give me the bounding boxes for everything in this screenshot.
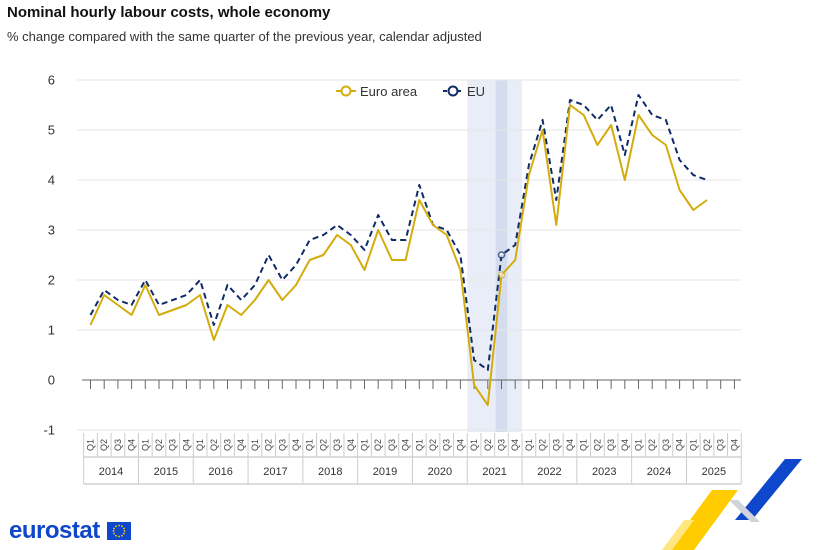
year-tick-label: 2022 [537, 466, 561, 478]
quarter-tick-label: Q2 [428, 439, 438, 451]
quarter-tick-label: Q3 [277, 439, 287, 451]
eurostat-logo: eurostat [9, 517, 100, 545]
year-tick-label: 2024 [647, 466, 671, 478]
quarter-tick-label: Q4 [510, 439, 520, 451]
legend-marker [447, 85, 459, 97]
legend-item-eu[interactable]: EU [443, 84, 485, 99]
quarter-tick-label: Q1 [414, 439, 424, 451]
quarter-tick-label: Q1 [360, 439, 370, 451]
quarter-tick-label: Q4 [346, 439, 356, 451]
eu-flag-icon [107, 522, 131, 540]
y-tick-label: 3 [48, 223, 55, 238]
gridlines [77, 79, 741, 431]
highlight-band [467, 80, 523, 432]
quarter-tick-label: Q3 [168, 439, 178, 451]
quarter-tick-label: Q4 [729, 439, 739, 451]
quarter-tick-label: Q2 [592, 439, 602, 451]
year-tick-label: 2019 [373, 466, 397, 478]
quarter-tick-label: Q3 [497, 439, 507, 451]
year-tick-label: 2014 [99, 466, 123, 478]
highlight-point-euro-area[interactable] [497, 271, 506, 279]
quarter-tick-label: Q1 [634, 439, 644, 451]
y-tick-label: 6 [48, 73, 55, 88]
quarter-tick-label: Q1 [579, 439, 589, 451]
quarter-tick-label: Q4 [291, 439, 301, 451]
quarter-tick-label: Q3 [332, 439, 342, 451]
quarter-tick-label: Q2 [538, 439, 548, 451]
brand-blue-stripe [735, 459, 802, 520]
highlight-point-eu[interactable] [497, 251, 506, 259]
quarter-tick-label: Q2 [154, 439, 164, 451]
legend-item-euro-area[interactable]: Euro area [336, 84, 418, 99]
year-tick-label: 2016 [208, 466, 232, 478]
brand-yellow-fade [662, 520, 694, 550]
y-tick-label: 1 [48, 323, 55, 338]
quarter-tick-label: Q4 [675, 439, 685, 451]
quarter-tick-label: Q3 [387, 439, 397, 451]
legend-marker [340, 85, 352, 97]
quarter-tick-label: Q2 [647, 439, 657, 451]
series-line-euro-area[interactable] [89, 104, 708, 406]
y-tick-label: 4 [48, 173, 55, 188]
year-tick-label: 2017 [263, 466, 287, 478]
quarter-tick-label: Q1 [86, 439, 96, 451]
quarter-tick-label: Q4 [620, 439, 630, 451]
year-tick-label: 2018 [318, 466, 342, 478]
quarter-tick-label: Q4 [181, 439, 191, 451]
y-tick-label: 0 [48, 373, 55, 388]
quarter-tick-label: Q1 [524, 439, 534, 451]
year-tick-label: 2020 [428, 466, 452, 478]
legend-label: EU [467, 84, 485, 99]
legend[interactable]: Euro area EU [336, 84, 485, 99]
year-tick-label: 2025 [702, 466, 726, 478]
chart-title: Nominal hourly labour costs, whole econo… [7, 4, 331, 21]
quarter-tick-label: Q2 [702, 439, 712, 451]
quarter-tick-label: Q3 [606, 439, 616, 451]
quarter-tick-label: Q2 [99, 439, 109, 451]
quarter-tick-label: Q2 [483, 439, 493, 451]
quarter-tick-label: Q4 [127, 439, 137, 451]
eurostat-logo-text: eurostat [9, 517, 100, 544]
year-tick-label: 2023 [592, 466, 616, 478]
chart-subtitle: % change compared with the same quarter … [7, 29, 482, 44]
year-tick-label: 2021 [482, 466, 506, 478]
quarter-tick-label: Q2 [209, 439, 219, 451]
quarter-tick-label: Q1 [195, 439, 205, 451]
highlight-year-band [467, 80, 523, 432]
brand-grey-stripe [729, 500, 760, 522]
year-tick-label: 2015 [154, 466, 178, 478]
quarter-tick-label: Q3 [551, 439, 561, 451]
legend-label: Euro area [360, 84, 418, 99]
quarter-tick-label: Q1 [305, 439, 315, 451]
quarter-tick-label: Q4 [236, 439, 246, 451]
quarter-tick-label: Q2 [264, 439, 274, 451]
quarter-tick-label: Q1 [140, 439, 150, 451]
y-axis: 6 5 4 3 2 1 0 -1 [43, 73, 55, 438]
brand-yellow-stripe [668, 490, 738, 550]
quarter-tick-label: Q2 [318, 439, 328, 451]
quarter-tick-label: Q3 [661, 439, 671, 451]
y-tick-label: -1 [43, 423, 55, 438]
quarter-tick-label: Q3 [223, 439, 233, 451]
quarter-tick-label: Q3 [442, 439, 452, 451]
quarter-tick-label: Q1 [250, 439, 260, 451]
quarter-tick-label: Q3 [716, 439, 726, 451]
eurostat-brand-graphic [662, 459, 802, 550]
quarter-tick-label: Q4 [401, 439, 411, 451]
quarter-tick-label: Q1 [688, 439, 698, 451]
quarter-tick-label: Q4 [565, 439, 575, 451]
quarter-tick-label: Q2 [373, 439, 383, 451]
x-axis: Q1 Q2 Q3 Q4 Q1 Q2 Q3 Q4 Q1 Q2 Q3 Q4 Q1 Q2 Q3 Q4 Q1 Q2 Q3 Q4… [82, 379, 742, 485]
quarter-tick-label: Q4 [455, 439, 465, 451]
quarter-tick-label: Q3 [113, 439, 123, 451]
series-lines [89, 94, 708, 406]
quarter-tick-label: Q1 [469, 439, 479, 451]
y-tick-label: 2 [48, 273, 55, 288]
y-tick-label: 5 [48, 123, 55, 138]
